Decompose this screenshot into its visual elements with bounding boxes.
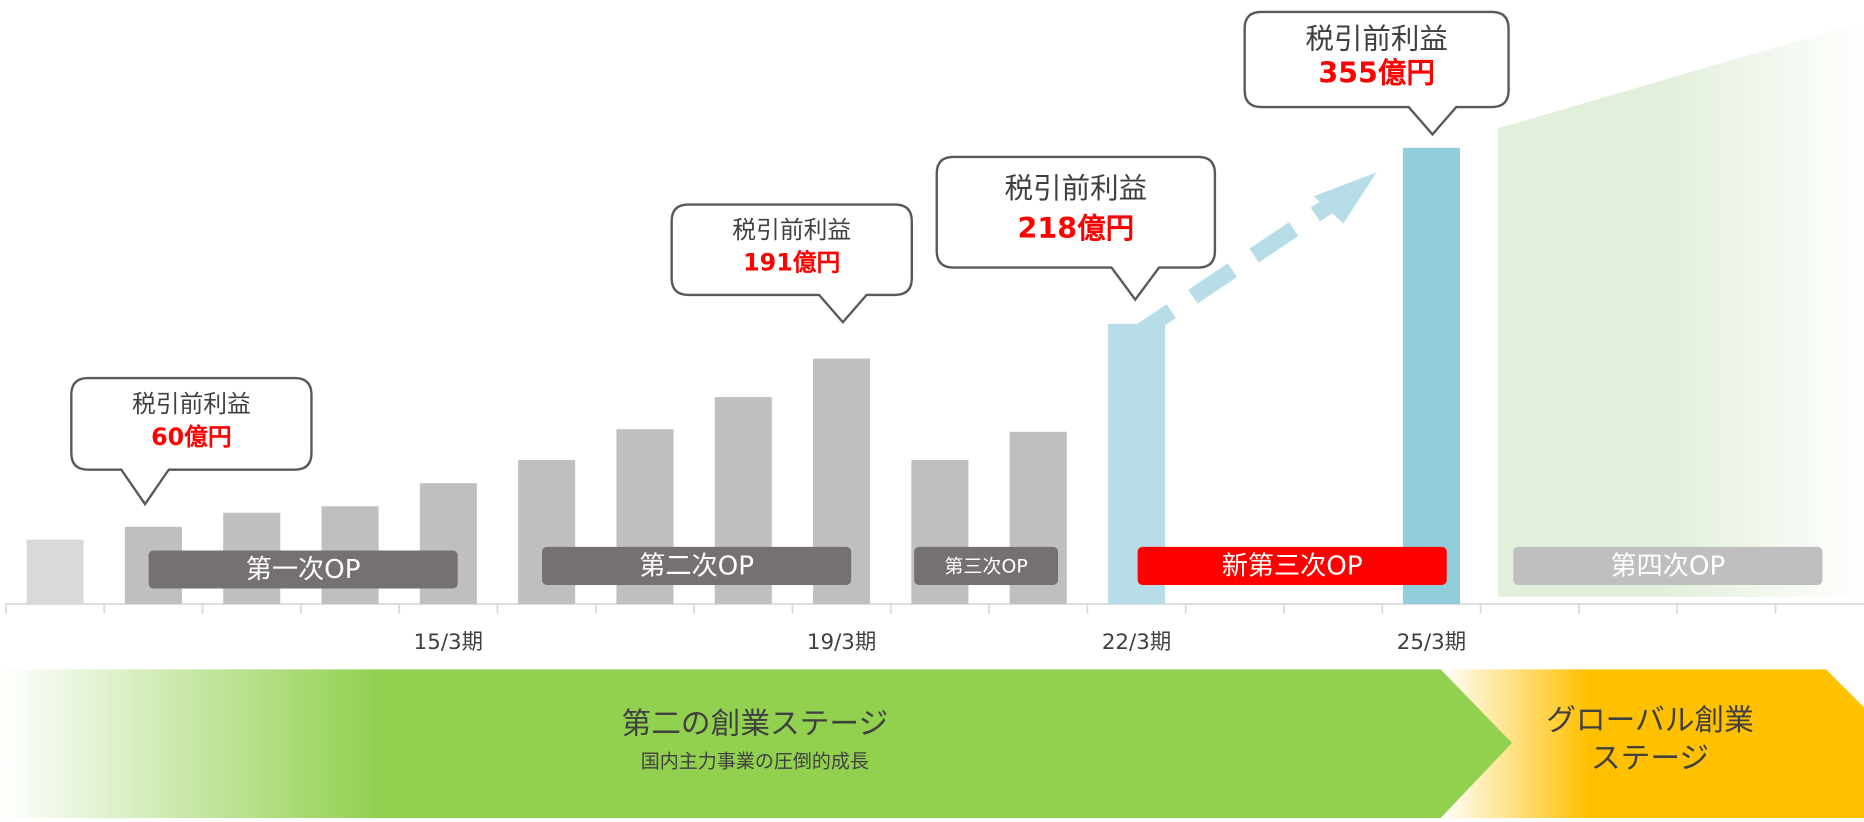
- value-label: 355億円: [1318, 57, 1435, 90]
- phase-box: [1137, 546, 1447, 585]
- value-label: 191億円: [743, 249, 840, 277]
- callout: [1243, 10, 1510, 137]
- stage-subtitle: 国内主力事業の圧倒的成長: [641, 751, 869, 773]
- stage-band: [1440, 669, 1864, 818]
- phase-label: 新第三次OP: [1222, 552, 1363, 582]
- value-label: 218億円: [1018, 212, 1135, 245]
- future-area: [1497, 21, 1864, 597]
- phase-box: [914, 546, 1059, 585]
- callout-label: 税引前利益: [732, 216, 851, 244]
- stage-title: 第二の創業ステージ: [622, 707, 889, 742]
- phase-label: 第一次OP: [246, 555, 361, 585]
- phase-label: 第三次OP: [944, 556, 1027, 578]
- callout: [935, 155, 1217, 302]
- x-tick-label: 25/3期: [1397, 630, 1466, 655]
- bar: [26, 539, 84, 604]
- phase-box: [148, 550, 458, 589]
- x-tick-label: 15/3期: [414, 630, 483, 655]
- callout-label: 税引前利益: [132, 390, 251, 418]
- callout: [670, 203, 913, 325]
- stage-title: グローバル創業: [1546, 703, 1754, 738]
- callout-label: 税引前利益: [1005, 172, 1148, 205]
- growth-arrow: [1127, 192, 1343, 345]
- x-tick-label: 22/3期: [1102, 630, 1171, 655]
- value-label: 60億円: [151, 423, 232, 451]
- phase-label: 第四次OP: [1610, 552, 1725, 582]
- phase-box: [542, 546, 852, 585]
- growth-arrow-head: [1313, 172, 1377, 224]
- x-tick-label: 19/3期: [807, 630, 876, 655]
- bar: [1402, 147, 1460, 604]
- phase-box: [1513, 546, 1823, 585]
- callout-label: 税引前利益: [1305, 22, 1448, 55]
- callout: [70, 376, 313, 507]
- phase-label: 第二次OP: [639, 552, 754, 582]
- stage-title: ステージ: [1591, 741, 1709, 776]
- stage-band: [0, 669, 1513, 818]
